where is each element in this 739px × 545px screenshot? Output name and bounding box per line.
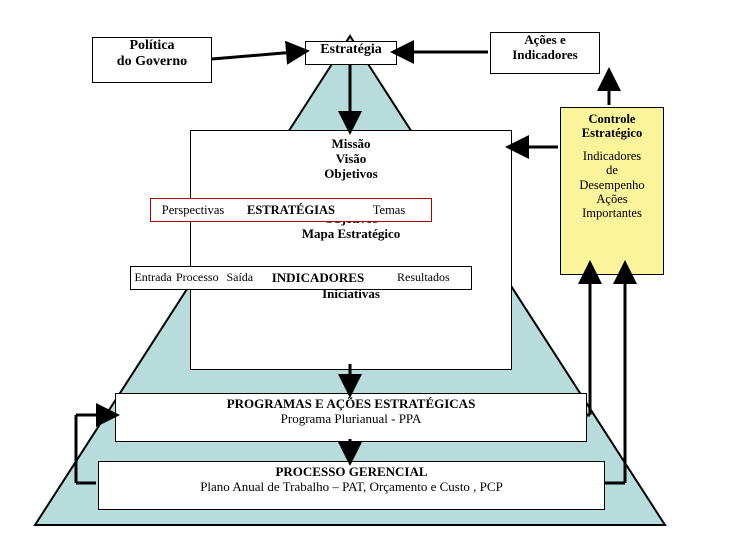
politica-l2: do Governo — [93, 54, 211, 70]
box-controle: Controle Estratégico Indicadores de Dese… — [560, 107, 664, 275]
politica-l1: Política — [93, 38, 211, 54]
estr-right: Temas — [347, 203, 431, 217]
programas-l1: PROGRAMAS E AÇÕES ESTRATÉGICAS — [116, 397, 586, 412]
processo-l1: PROCESSO GERENCIAL — [99, 465, 604, 480]
controle-t2: Estratégico — [563, 126, 661, 140]
controle-l3: Desempenho — [563, 178, 661, 192]
controle-l1: Indicadores — [563, 149, 661, 163]
missao-l3: Objetivos — [191, 167, 511, 182]
box-politica: Política do Governo — [92, 37, 212, 83]
diagram-root: Política do Governo Estratégia Ações e I… — [0, 0, 739, 545]
box-middle-block: Missão Visão Objetivos Objetivos Mapa Es… — [190, 130, 512, 370]
box-programas: PROGRAMAS E AÇÕES ESTRATÉGICAS Programa … — [115, 393, 587, 442]
ind-c4: Resultados — [376, 271, 471, 285]
ind-c1: Entrada — [131, 271, 175, 285]
controle-l5: Importantes — [563, 206, 661, 220]
missao-l2: Visão — [191, 152, 511, 167]
box-estrategia: Estratégia — [305, 41, 397, 65]
acoes-l1: Ações e — [491, 33, 599, 48]
ind-c3: Saída — [219, 271, 260, 285]
box-acoes: Ações e Indicadores — [490, 32, 600, 74]
acoes-l2: Indicadores — [491, 48, 599, 63]
box-estrategias-row: Perspectivas ESTRATÉGIAS Temas — [150, 198, 432, 222]
box-indicadores-row: Entrada Processo Saída INDICADORES Resul… — [130, 266, 472, 290]
missao-l1: Missão — [191, 137, 511, 152]
controle-l2: de — [563, 163, 661, 177]
obj-l2: Mapa Estratégico — [191, 227, 511, 242]
controle-t1: Controle — [563, 112, 661, 126]
ind-c2: Processo — [175, 271, 219, 285]
estr-mid: ESTRATÉGIAS — [235, 203, 347, 217]
ind-mid: INDICADORES — [260, 271, 376, 286]
controle-l4: Ações — [563, 192, 661, 206]
box-processo: PROCESSO GERENCIAL Plano Anual de Trabal… — [98, 461, 605, 510]
programas-l2: Programa Plurianual - PPA — [116, 412, 586, 427]
estrategia-label: Estratégia — [306, 42, 396, 58]
estr-left: Perspectivas — [151, 203, 235, 217]
processo-l2: Plano Anual de Trabalho – PAT, Orçamento… — [99, 480, 604, 495]
